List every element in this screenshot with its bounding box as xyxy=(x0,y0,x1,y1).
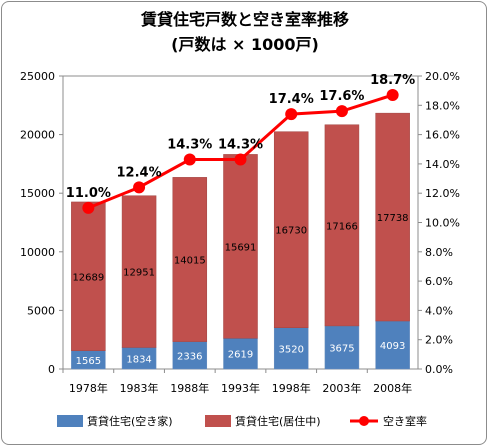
axes: 0 5000 10000 15000 20000 25000 0.0% 2.0% 4.0% 6.0… xyxy=(20,70,460,395)
bar-vacant xyxy=(375,320,410,370)
rate-label: 14.3% xyxy=(167,138,212,153)
y2-tick-label: 10.0% xyxy=(425,217,460,230)
rate-label: 17.6% xyxy=(319,89,364,104)
bar-occupied-label: 16730 xyxy=(275,226,307,237)
bar-vacant xyxy=(273,327,309,370)
y-tick-label: 0 xyxy=(48,363,55,376)
x-tick-label: 1978年 xyxy=(69,381,108,395)
y-tick-label: 5000 xyxy=(27,304,55,317)
y2-tick-label: 0.0% xyxy=(425,363,453,376)
bar-occupied xyxy=(324,124,360,327)
y-tick-label: 25000 xyxy=(20,70,55,83)
legend-label-occupied: 賃貸住宅(居住中) xyxy=(235,414,321,428)
x-tick-label: 2008年 xyxy=(373,381,412,395)
y-tick-label: 15000 xyxy=(20,187,55,200)
y-tick-label: 20000 xyxy=(20,129,55,142)
x-tick-label: 1998年 xyxy=(272,381,311,395)
chart-title: 賃貸住宅戸数と空き室率推移 xyxy=(140,10,349,29)
bar-vacant-label: 4093 xyxy=(380,341,405,352)
rate-point xyxy=(386,89,399,102)
x-tick-label: 1993年 xyxy=(221,381,260,395)
y2-tick-label: 18.0% xyxy=(425,99,460,112)
rate-line: 11.0% 12.4% 14.3% 14.3% 17.4% 17.6% 18.7% xyxy=(66,73,415,214)
bar-occupied-label: 12951 xyxy=(123,268,155,279)
bar-occupied xyxy=(121,195,157,348)
y2-tick-label: 12.0% xyxy=(425,187,460,200)
bar-occupied xyxy=(71,201,106,351)
x-tick-label: 1988年 xyxy=(170,381,209,395)
legend: 賃貸住宅(空き家) 賃貸住宅(居住中) 空き室率 xyxy=(57,414,427,428)
rate-point xyxy=(183,153,196,166)
rate-point xyxy=(285,108,298,121)
bar-vacant-label: 2619 xyxy=(228,350,253,361)
chart-subtitle: (戸数は × 1000戸) xyxy=(171,35,319,54)
bar-occupied-label: 17166 xyxy=(326,221,358,232)
bar-vacant-label: 1565 xyxy=(76,356,101,367)
y2-tick-label: 6.0% xyxy=(425,275,453,288)
legend-marker-rate xyxy=(359,416,369,426)
legend-swatch-occupied xyxy=(205,415,231,427)
bars: 1565 12689 1834 12951 2336 14015 2619 15691 3520… xyxy=(71,112,410,370)
bar-vacant xyxy=(172,341,208,370)
bar-occupied xyxy=(172,177,208,342)
y2-tick-label: 16.0% xyxy=(425,129,460,142)
rate-label: 14.3% xyxy=(218,138,263,153)
bar-vacant-label: 2336 xyxy=(177,351,202,362)
rate-point xyxy=(335,105,348,118)
bar-occupied-label: 15691 xyxy=(225,242,257,253)
bar-vacant-label: 3520 xyxy=(278,344,303,355)
y2-tick-label: 2.0% xyxy=(425,334,453,347)
bar-occupied-label: 12689 xyxy=(72,272,104,283)
legend-label-rate: 空き室率 xyxy=(383,414,427,428)
rate-point xyxy=(133,181,146,194)
bar-occupied xyxy=(375,112,410,322)
bar-vacant xyxy=(223,338,258,370)
bar-vacant-label: 3675 xyxy=(329,343,354,354)
y2-tick-label: 8.0% xyxy=(425,246,453,259)
y-tick-label: 10000 xyxy=(20,246,55,259)
rate-label: 17.4% xyxy=(269,92,314,107)
legend-label-vacant: 賃貸住宅(空き家) xyxy=(87,414,173,428)
rate-point xyxy=(234,153,247,166)
x-tick-label: 2003年 xyxy=(322,381,361,395)
rate-label: 12.4% xyxy=(117,165,162,180)
y2-tick-label: 14.0% xyxy=(425,158,460,171)
y2-tick-label: 4.0% xyxy=(425,304,453,317)
x-tick-label: 1983年 xyxy=(120,381,159,395)
rate-label: 18.7% xyxy=(370,73,415,88)
y2-tick-label: 20.0% xyxy=(425,70,460,83)
bar-occupied xyxy=(223,154,258,339)
rate-label: 11.0% xyxy=(66,186,111,201)
bar-vacant-label: 1834 xyxy=(126,354,151,365)
rate-point xyxy=(82,201,95,214)
bar-occupied-label: 14015 xyxy=(174,255,206,266)
bar-occupied-label: 17738 xyxy=(377,213,409,224)
bar-vacant xyxy=(324,325,360,370)
bar-occupied xyxy=(273,131,309,328)
legend-swatch-vacant xyxy=(57,415,83,427)
